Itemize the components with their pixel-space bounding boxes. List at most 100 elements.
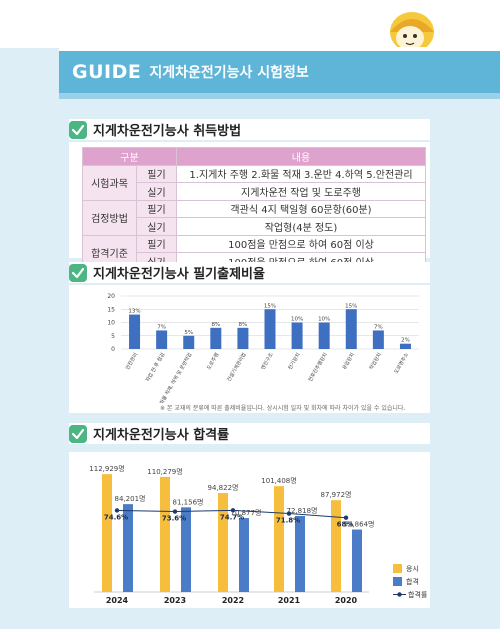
legend-label: 합격 [406, 577, 419, 586]
pass-data-label: 81,156명 [173, 497, 204, 506]
legend-label: 응시 [406, 564, 419, 573]
table-row: 실기 작업형(4분 정도) [83, 217, 426, 236]
pass-bar [352, 529, 362, 592]
ratio-data-label: 7% [157, 324, 166, 330]
apply-bar [160, 476, 170, 592]
row-category: 시험과목 [82, 164, 137, 201]
pass-bar [123, 504, 133, 592]
chart-note: ※ 본 교재의 분류에 따른 출제비율입니다. 상시시험 일자 및 회차에 따라… [160, 405, 406, 412]
apply-data-label: 112,929명 [89, 464, 124, 473]
rate-point [343, 515, 349, 520]
legend-item-rate: 합격률 [393, 588, 427, 601]
ratio-bar [399, 343, 411, 349]
ratio-data-label: 10% [318, 317, 330, 323]
ratio-bar [210, 327, 222, 349]
page-title: 지게차운전기능사 시험정보 [149, 65, 309, 81]
row-value: 작업형(4분 정도) [176, 217, 426, 236]
row-value: 1.지게차 주행 2.화물 적재 3.운반 4.하역 5.안전관리 [176, 164, 426, 183]
check-icon [69, 120, 87, 139]
row-value: 100점을 만점으로 하여 60점 이상 [176, 234, 426, 253]
apply-data-label: 101,408명 [261, 476, 296, 485]
pass-bar [239, 518, 249, 592]
legend-item-apply: 응시 [393, 562, 427, 575]
row-category: 검정방법 [82, 199, 137, 236]
year-label: 2024 [106, 596, 129, 605]
section-ratio-title: 지게차운전기능사 필기출제비율 [69, 262, 430, 283]
ratio-data-label: 8% [239, 322, 248, 328]
ratio-data-label: 5% [184, 330, 193, 336]
y-tick-label: 0 [111, 346, 115, 353]
ratio-category-label: 작업장치 [368, 352, 383, 371]
ratio-bar [264, 309, 276, 349]
legend-swatch [393, 564, 402, 573]
check-icon [69, 424, 87, 443]
row-subtype: 실기 [136, 182, 177, 201]
ratio-category-label: 전기장치 [287, 352, 302, 371]
ratio-data-label: 8% [211, 322, 220, 328]
row-subtype: 필기 [136, 234, 177, 253]
legend-label: 합격률 [408, 590, 428, 599]
legend-item-pass: 합격 [393, 575, 427, 588]
year-label: 2022 [222, 596, 244, 605]
guide-header: GUIDE 지게차운전기능사 시험정보 [59, 47, 500, 99]
row-subtype: 실기 [136, 217, 177, 236]
pass-chart: 112,929명 84,201명 2024 110,279명 81,156명 2023 94… [89, 464, 375, 605]
ratio-bar [372, 330, 384, 349]
check-icon [69, 263, 87, 282]
rate-data-label: 74.7% [220, 513, 244, 521]
table-row: 합격기준 필기 100점을 만점으로 하여 60점 이상 [82, 234, 426, 271]
ratio-bar [129, 314, 141, 349]
section-title: 지게차운전기능사 필기출제비율 [93, 267, 265, 282]
section-acquire-title: 지게차운전기능사 취득방법 [69, 119, 430, 140]
ratio-category-label: 전후진주행장치 [307, 352, 329, 383]
y-tick-label: 5 [111, 333, 115, 340]
apply-bar [102, 474, 112, 592]
ratio-bar [318, 322, 330, 349]
pass-data-label: 59,864명 [344, 520, 375, 529]
rate-point [230, 508, 236, 513]
apply-data-label: 94,822명 [208, 483, 239, 492]
ratio-bar [237, 327, 249, 349]
rate-point [114, 508, 120, 513]
table-row: 시험과목 필기 1.지게차 주행 2.화물 적재 3.운반 4.하역 5.안전관… [82, 164, 426, 201]
guide-label: GUIDE [72, 61, 142, 83]
y-tick-label: 10 [107, 320, 115, 327]
apply-bar [218, 493, 228, 592]
ratio-category-label: 건설기계관리법 [225, 352, 247, 383]
ratio-bar [345, 309, 357, 349]
table-header-content: 내용 [176, 147, 426, 166]
apply-data-label: 87,972명 [321, 490, 352, 499]
ratio-category-label: 도로주행 [205, 351, 220, 371]
ratio-bar [183, 335, 195, 349]
ratio-category-label: 안전관리 [124, 352, 139, 371]
pass-data-label: 70,877명 [231, 508, 262, 517]
row-value: 객관식 4지 택일형 60문항(60분) [176, 199, 426, 218]
pass-bar [295, 516, 305, 592]
ratio-bar [291, 322, 303, 349]
chart-legend: 응시 합격 합격률 [393, 562, 427, 601]
legend-line-icon [393, 592, 406, 597]
ratio-data-label: 2% [401, 338, 410, 344]
pass-data-label: 72,818명 [287, 506, 318, 515]
section-title: 지게차운전기능사 합격률 [93, 428, 230, 443]
ratio-data-label: 15% [264, 303, 276, 309]
exam-info-table: 구분 내용 시험과목 필기 1.지게차 주행 2.화물 적재 3.운반 4.하역… [82, 147, 426, 271]
year-label: 2021 [278, 596, 301, 605]
table-row: 검정방법 필기 객관식 4지 택일형 60문항(60분) [82, 199, 426, 236]
ratio-data-label: 13% [128, 309, 140, 315]
pass-bar [181, 507, 191, 592]
ratio-data-label: 10% [291, 317, 303, 323]
ratio-category-label: 작업 전·후 점검 [144, 352, 166, 384]
table-header-category: 구분 [82, 147, 177, 166]
table-row: 실기 지게차운전 작업 및 도로주행 [83, 182, 426, 201]
ratio-bar [156, 330, 168, 349]
apply-bar [274, 486, 284, 592]
pass-data-label: 84,201명 [115, 494, 146, 503]
year-label: 2023 [164, 596, 186, 605]
section-title: 지게차운전기능사 취득방법 [93, 124, 242, 139]
row-subtype: 필기 [136, 199, 177, 218]
y-tick-label: 15 [107, 306, 115, 313]
rate-data-label: 73.6% [162, 515, 186, 523]
ratio-category-label: 엔진구조 [259, 351, 274, 371]
